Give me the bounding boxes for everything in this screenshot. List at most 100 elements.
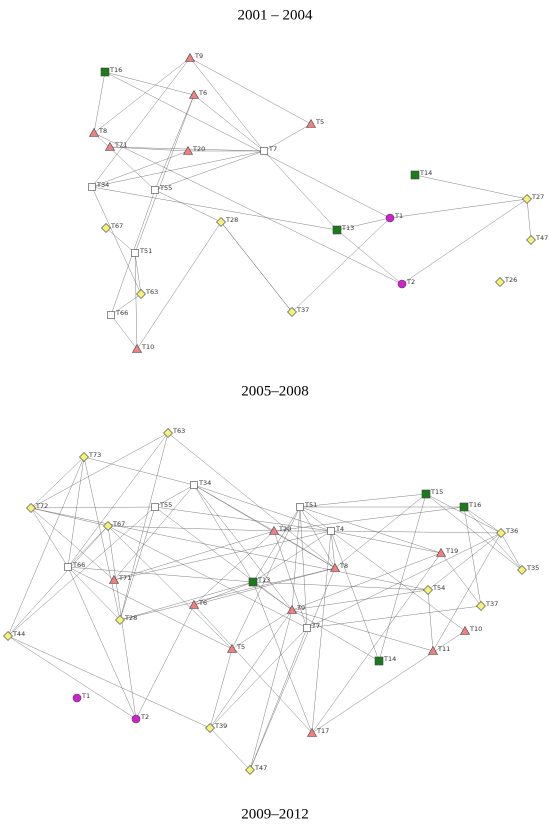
- edge: [7, 635, 211, 729]
- edge: [311, 552, 442, 734]
- edge: [167, 432, 336, 569]
- edge: [432, 532, 502, 652]
- node-label: T16: [109, 66, 122, 74]
- edge: [67, 525, 109, 568]
- edge: [113, 484, 195, 581]
- edge: [273, 530, 336, 569]
- edge: [193, 530, 275, 606]
- node-label: T66: [72, 561, 85, 569]
- node-label: T55: [159, 501, 172, 509]
- node-label: T8: [339, 562, 348, 570]
- edge: [299, 506, 336, 569]
- edge: [30, 507, 115, 581]
- node-diamond: [522, 194, 532, 204]
- node-green: [248, 577, 258, 587]
- edge: [299, 506, 332, 532]
- edge: [291, 552, 442, 611]
- edge: [154, 150, 265, 191]
- node-triangle: [459, 625, 471, 635]
- node-label: T34: [198, 479, 211, 487]
- node-label: T19: [445, 547, 458, 555]
- edge: [135, 604, 195, 720]
- node-diamond: [245, 765, 255, 775]
- edge: [93, 71, 106, 134]
- node-label: T54: [432, 584, 445, 592]
- node-diamond: [101, 223, 111, 233]
- edge: [93, 132, 403, 285]
- edge: [463, 506, 482, 607]
- node-label: T20: [278, 525, 291, 533]
- edge: [193, 484, 336, 569]
- edge: [91, 186, 338, 231]
- node-label: T6: [198, 599, 207, 607]
- node-diamond: [115, 615, 125, 625]
- node-label: T9: [194, 52, 203, 60]
- edge: [134, 94, 195, 254]
- node-label: T47: [254, 764, 267, 772]
- node-diamond: [423, 585, 433, 595]
- node-white: [327, 527, 335, 535]
- node-diamond: [496, 528, 506, 538]
- edge: [193, 604, 313, 734]
- edge: [134, 252, 142, 295]
- edge: [67, 456, 85, 568]
- node-diamond: [136, 289, 146, 299]
- node-label: T27: [531, 193, 544, 201]
- edge: [330, 530, 442, 554]
- edge: [440, 552, 482, 607]
- edge: [263, 150, 338, 231]
- edge: [291, 609, 434, 652]
- edge: [252, 581, 293, 611]
- edge: [311, 530, 332, 734]
- node-triangle: [435, 547, 447, 557]
- node-white: [88, 183, 96, 191]
- edge: [91, 57, 191, 188]
- node-label: T66: [115, 309, 128, 317]
- node-triangle: [182, 145, 194, 155]
- node-triangle: [305, 118, 317, 128]
- node-diamond: [495, 277, 505, 287]
- edge: [252, 581, 429, 591]
- node-green: [332, 225, 342, 235]
- edge: [110, 293, 142, 316]
- edge: [119, 506, 156, 621]
- node-label: T72: [35, 502, 48, 510]
- edge: [67, 566, 137, 720]
- node-triangle: [226, 643, 238, 653]
- edge: [91, 150, 265, 188]
- node-triangle: [104, 141, 116, 151]
- edge: [104, 71, 391, 219]
- edge: [107, 525, 275, 532]
- edge: [119, 567, 336, 621]
- edge: [463, 506, 523, 571]
- node-label: T2: [406, 278, 415, 286]
- edge: [107, 525, 308, 629]
- edge: [427, 589, 434, 652]
- edge: [193, 567, 336, 606]
- edge: [30, 507, 429, 591]
- node-label: T47: [535, 234, 548, 242]
- node-diamond: [26, 503, 36, 513]
- edge: [107, 525, 233, 650]
- edge: [425, 493, 523, 571]
- edge: [427, 532, 502, 591]
- node-label: T11: [437, 645, 450, 653]
- node-white: [107, 311, 115, 319]
- node-label: T5: [315, 118, 324, 126]
- node-green: [100, 67, 110, 77]
- node-label: T63: [172, 427, 185, 435]
- edge: [110, 314, 138, 350]
- node-label: T13: [341, 224, 354, 232]
- node-label: T37: [296, 306, 309, 314]
- node-label: T5: [236, 643, 245, 651]
- node-label: T26: [504, 276, 517, 284]
- edge: [67, 566, 254, 583]
- node-triangle: [131, 343, 143, 353]
- edge: [30, 507, 109, 527]
- node-label: T9: [296, 604, 305, 612]
- node-label: T1: [81, 692, 90, 700]
- node-label: T7: [268, 145, 277, 153]
- node-diamond: [79, 452, 89, 462]
- node-green: [410, 170, 420, 180]
- edge: [291, 609, 380, 662]
